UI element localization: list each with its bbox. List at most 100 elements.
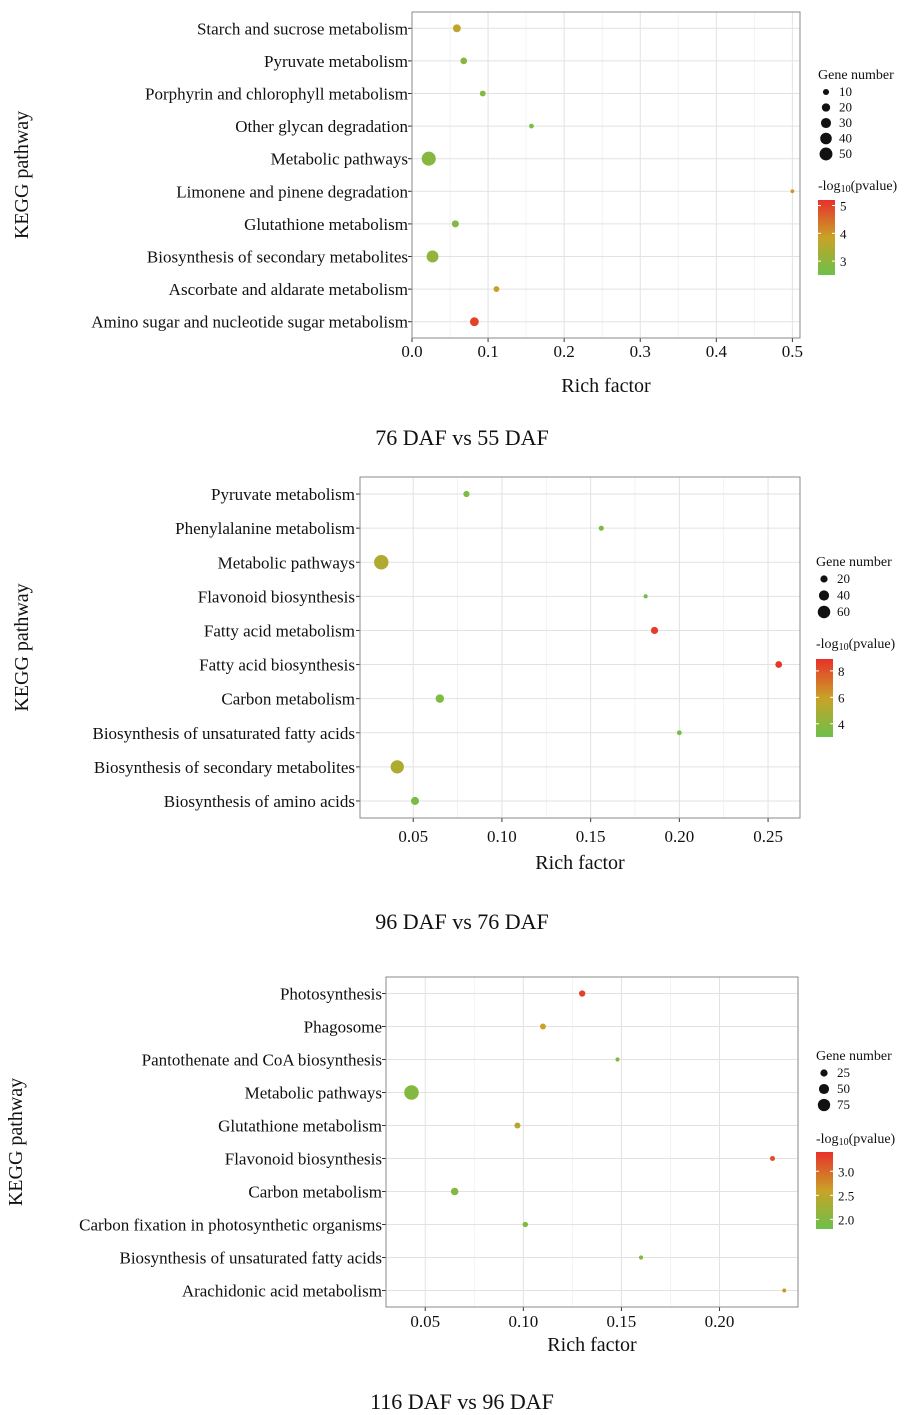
- plot-panel: [412, 12, 800, 338]
- data-point: [493, 286, 500, 293]
- category-label: Phenylalanine metabolism: [175, 519, 355, 538]
- color-legend-label: 8: [838, 664, 845, 679]
- x-axis-title: Rich factor: [561, 375, 651, 397]
- data-point: [374, 555, 389, 570]
- color-legend-label: 2.0: [838, 1212, 854, 1227]
- plot-panel: [360, 477, 800, 818]
- color-legend-title-suffix: (pvalue): [849, 637, 896, 652]
- category-label: Pyruvate metabolism: [264, 52, 408, 71]
- size-legend-label: 40: [839, 131, 852, 146]
- category-label: Phagosome: [304, 1018, 382, 1037]
- plot-border: [385, 976, 799, 1308]
- data-point: [410, 796, 420, 805]
- category-label: Amino sugar and nucleotide sugar metabol…: [91, 313, 408, 332]
- category-label: Biosynthesis of amino acids: [164, 792, 355, 811]
- y-axis-title: KEGG pathway: [11, 111, 33, 239]
- size-legend-title: Gene number: [816, 555, 892, 570]
- category-label: Carbon metabolism: [221, 690, 355, 709]
- color-legend-label: 4: [840, 226, 847, 241]
- category-label: Flavonoid biosynthesis: [198, 587, 355, 606]
- category-label: Starch and sucrose metabolism: [197, 19, 408, 38]
- panel-caption: 76 DAF vs 55 DAF: [375, 425, 549, 450]
- x-axis-title: Rich factor: [535, 852, 625, 874]
- category-label: Photosynthesis: [280, 985, 382, 1004]
- data-point: [435, 694, 445, 703]
- category-label: Ascorbate and aldarate metabolism: [169, 280, 408, 299]
- color-legend-label: 5: [840, 199, 847, 214]
- x-tick-label: 0.15: [576, 827, 606, 846]
- data-point: [421, 151, 436, 166]
- color-legend-label: 2.5: [838, 1188, 854, 1203]
- color-legend-title-sub: 10: [841, 184, 851, 195]
- y-axis-title: KEGG pathway: [5, 1078, 27, 1206]
- category-label: Glutathione metabolism: [244, 215, 408, 234]
- data-point: [452, 24, 461, 33]
- category-label: Flavonoid biosynthesis: [225, 1150, 382, 1169]
- x-tick-label: 0.20: [664, 827, 694, 846]
- data-point: [643, 594, 648, 599]
- data-point: [514, 1122, 521, 1129]
- size-legend-dot: [820, 132, 832, 145]
- color-legend-title-sub: 10: [839, 642, 849, 653]
- data-point: [451, 220, 459, 228]
- category-label: Fatty acid biosynthesis: [199, 656, 355, 675]
- data-point: [479, 90, 486, 97]
- color-legend-label: 6: [838, 690, 845, 705]
- color-legend-title: -log10(pvalue): [816, 637, 896, 653]
- category-label: Metabolic pathways: [218, 553, 355, 572]
- size-legend-label: 50: [839, 146, 852, 161]
- size-legend-label: 10: [839, 84, 852, 99]
- x-tick-label: 0.0: [401, 342, 422, 361]
- category-label: Biosynthesis of secondary metabolites: [94, 758, 355, 777]
- x-tick-label: 0.10: [487, 827, 517, 846]
- category-label: Fatty acid metabolism: [204, 621, 355, 640]
- color-legend-title: -log10(pvalue): [816, 1132, 896, 1148]
- data-point: [450, 1187, 459, 1196]
- category-label: Pantothenate and CoA biosynthesis: [142, 1051, 382, 1070]
- data-point: [775, 661, 783, 668]
- panel-caption: 116 DAF vs 96 DAF: [370, 1389, 554, 1414]
- size-legend-dot: [817, 1098, 831, 1112]
- x-tick-label: 0.20: [705, 1312, 735, 1331]
- color-legend-title-suffix: (pvalue): [849, 1132, 896, 1147]
- y-axis-title: KEGG pathway: [11, 583, 33, 711]
- data-point: [579, 990, 586, 997]
- chart-panel-2: 0.05 0.10 0.15 0.20 0.25 Pyruvate metabolism P…: [11, 476, 896, 934]
- x-tick-label: 0.15: [607, 1312, 637, 1331]
- category-label: Limonene and pinene degradation: [176, 182, 408, 201]
- color-legend-title-suffix: (pvalue): [851, 179, 898, 194]
- color-legend-bar: [818, 200, 835, 275]
- category-label: Porphyrin and chlorophyll metabolism: [145, 85, 408, 104]
- x-tick-label: 0.10: [508, 1312, 538, 1331]
- plot-panel: [386, 977, 798, 1307]
- category-label: Biosynthesis of unsaturated fatty acids: [92, 724, 355, 743]
- size-legend-label: 40: [837, 588, 850, 603]
- size-legend-label: 25: [837, 1065, 850, 1080]
- size-legend-title: Gene number: [818, 68, 894, 83]
- x-tick-label: 0.25: [753, 827, 783, 846]
- plot-border: [359, 476, 801, 819]
- data-point: [615, 1057, 620, 1062]
- data-point: [676, 730, 682, 736]
- data-point: [539, 1023, 546, 1030]
- color-legend-title-sub: 10: [839, 1137, 849, 1148]
- x-tick-label: 0.3: [630, 342, 651, 361]
- data-point: [769, 1155, 775, 1162]
- category-label: Other glycan degradation: [235, 117, 408, 136]
- x-tick-label: 0.05: [398, 827, 428, 846]
- size-legend-dot: [822, 88, 830, 96]
- category-label: Arachidonic acid metabolism: [182, 1282, 382, 1301]
- data-point: [529, 123, 534, 129]
- data-point: [650, 626, 659, 635]
- color-legend-label: 3: [840, 254, 847, 269]
- size-legend-dot: [818, 1083, 830, 1095]
- data-point: [469, 317, 479, 327]
- size-legend-dot: [820, 1069, 828, 1077]
- x-tick-label: 0.5: [782, 342, 803, 361]
- color-legend-title-prefix: -log: [816, 637, 839, 652]
- chart-panel-3: 0.05 0.10 0.15 0.20 Photosynthesis Phagosome P…: [5, 976, 896, 1414]
- category-label: Carbon metabolism: [248, 1183, 382, 1202]
- color-legend-title-prefix: -log: [816, 1132, 839, 1147]
- size-legend-label: 20: [839, 100, 852, 115]
